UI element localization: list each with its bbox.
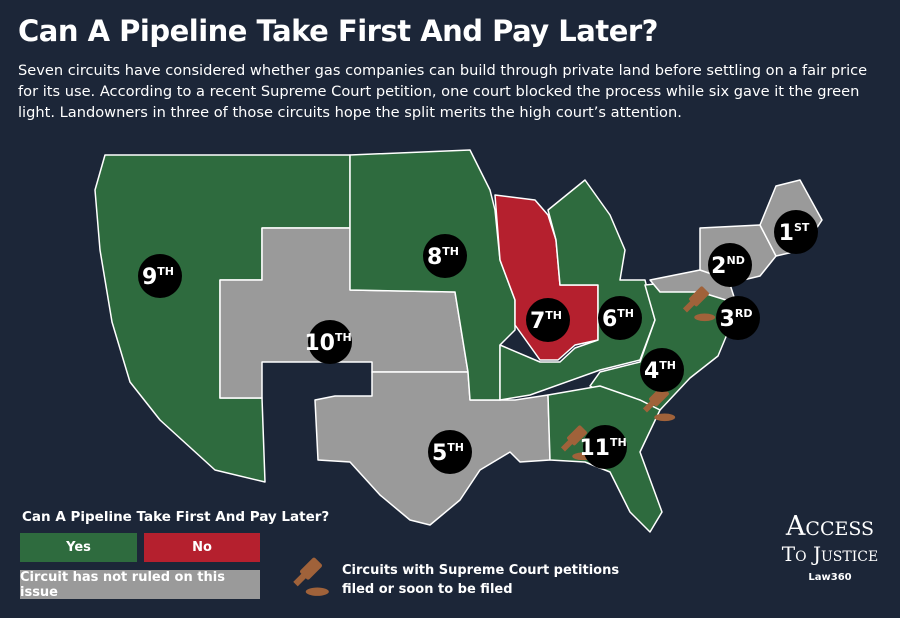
- circuit-number: 10: [304, 331, 335, 356]
- circuit-label: 3RD: [720, 307, 753, 332]
- circuit-number: 2: [711, 254, 726, 279]
- circuit-suffix: TH: [335, 331, 352, 344]
- region-6: [499, 179, 656, 401]
- circuit-marker: [716, 296, 760, 340]
- regions: [94, 149, 823, 533]
- circuit-suffix: RD: [735, 307, 753, 320]
- subtitle: Seven circuits have considered whether g…: [18, 62, 868, 121]
- circuit-suffix: TH: [157, 265, 174, 278]
- circuit-label: 8TH: [427, 245, 459, 270]
- circuit-suffix: TH: [442, 245, 459, 258]
- circuit-marker: [583, 425, 627, 469]
- gavel-icon: [293, 556, 329, 596]
- circuit-label: 10TH: [304, 331, 351, 356]
- circuit-marker: [598, 296, 642, 340]
- circuit-suffix: TH: [659, 359, 676, 372]
- circuit-label: 5TH: [432, 441, 464, 466]
- circuit-marker: [708, 243, 752, 287]
- legend-title: Can A Pipeline Take First And Pay Later?: [22, 509, 330, 525]
- circuit-suffix: TH: [447, 441, 464, 454]
- circuit-number: 9: [142, 265, 157, 290]
- circuit-suffix: ND: [726, 254, 744, 267]
- circuit-label: 9TH: [142, 265, 174, 290]
- circuit-marker: [423, 234, 467, 278]
- circuit-suffix: TH: [545, 309, 562, 322]
- circuit-number: 11: [579, 436, 610, 461]
- logo-line1: Access: [785, 511, 875, 542]
- legend-no: No: [144, 533, 260, 562]
- circuit-suffix: TH: [610, 436, 627, 449]
- circuit-number: 4: [644, 359, 659, 384]
- circuit-marker: [428, 430, 472, 474]
- circuit-number: 6: [602, 307, 617, 332]
- circuit-label: 4TH: [644, 359, 676, 384]
- circuit-marker: [526, 298, 570, 342]
- circuit-label: 1ST: [779, 221, 810, 246]
- circuit-number: 1: [779, 221, 794, 246]
- legend-not-ruled: Circuit has not ruled on this issue: [20, 570, 260, 600]
- logo-line2: To Justice: [781, 542, 879, 566]
- logo: Access To Justice Law360: [770, 511, 890, 584]
- region-8: [349, 149, 516, 401]
- circuit-suffix: ST: [794, 221, 810, 234]
- circuit-suffix: TH: [617, 307, 634, 320]
- circuit-label: 2ND: [711, 254, 745, 279]
- circuit-number: 8: [427, 245, 442, 270]
- circuit-marker: [138, 254, 182, 298]
- circuit-label: 6TH: [602, 307, 634, 332]
- legend-petitions: Circuits with Supreme Court petitions fi…: [342, 563, 620, 597]
- region-7: [494, 194, 599, 361]
- circuit-marker: [308, 320, 352, 364]
- legend-yes: Yes: [20, 533, 137, 562]
- title: Can A Pipeline Take First And Pay Later?: [18, 14, 659, 48]
- circuit-marker: [774, 210, 818, 254]
- circuit-label: 11TH: [579, 436, 626, 461]
- logo-brand: Law360: [808, 572, 852, 583]
- circuit-marker: [640, 348, 684, 392]
- circuit-number: 5: [432, 441, 447, 466]
- circuit-label: 7TH: [530, 309, 562, 334]
- circuit-number: 3: [720, 307, 735, 332]
- circuit-number: 7: [530, 309, 545, 334]
